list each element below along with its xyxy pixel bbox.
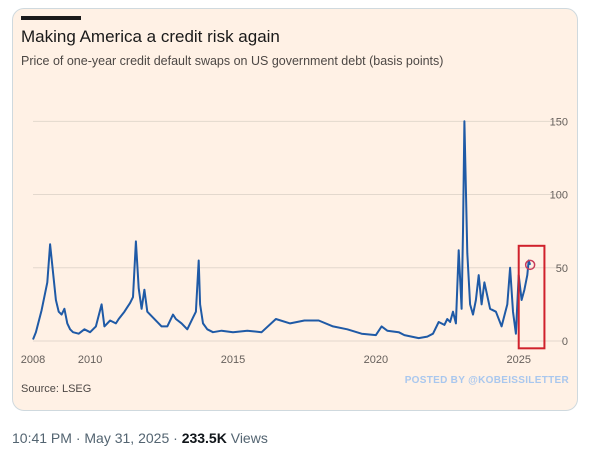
x-tick-labels: 2008 2010 2015 2020 2025 [21,354,531,366]
post-meta: 10:41 PM · May 31, 2025 · 233.5K Views [12,430,268,446]
views-label: Views [226,430,268,446]
separator: · [169,430,182,446]
x-tick-label: 2010 [78,354,102,366]
chart-card: Making America a credit risk again Price… [12,8,578,411]
accent-bar [21,16,81,20]
latest-value-marker [524,259,536,271]
x-tick-label: 2015 [221,354,245,366]
y-tick-label: 0 [562,336,568,348]
separator: · [71,430,85,446]
post-date[interactable]: May 31, 2025 [84,430,170,446]
line-chart: 2008 2010 2015 2020 2025 0 50 100 150 [21,116,568,366]
y-tick-label: 150 [550,116,568,128]
post-time[interactable]: 10:41 PM [12,430,72,446]
chart-subtitle: Price of one-year credit default swaps o… [21,54,444,68]
view-count: 233.5K [181,430,227,446]
x-tick-label: 2008 [21,354,45,366]
series-line [32,120,532,340]
y-tick-label: 50 [556,263,568,275]
highlight-box [517,244,546,350]
chart-title: Making America a credit risk again [21,27,280,46]
y-tick-labels: 0 50 100 150 [550,116,568,348]
x-tick-label: 2020 [364,354,388,366]
watermark: POSTED BY @KOBEISSILETTER [404,375,569,386]
gridlines [33,120,563,342]
x-tick-label: 2025 [506,354,530,366]
source-note: Source: LSEG [21,383,92,395]
annotation-layer [517,244,546,350]
series-layer [32,120,532,340]
y-tick-label: 100 [550,190,568,202]
